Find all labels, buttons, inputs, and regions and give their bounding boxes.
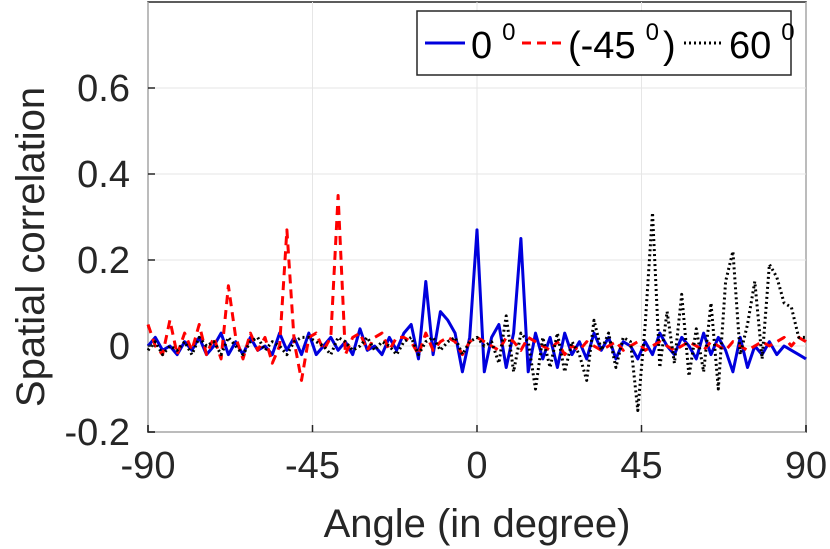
y-tick-label: 0.6 [77,68,130,110]
y-tick-label: -0.2 [65,412,130,454]
x-tick-label: -45 [285,445,340,487]
series-line [146,211,806,412]
x-axis-label: Angle (in degree) [324,502,631,546]
x-tick-label: 45 [620,445,662,487]
legend-box [416,10,792,76]
legend-label: 60 0 [729,19,795,67]
x-tick-label: 90 [785,445,827,487]
x-tick-label: 0 [466,445,487,487]
y-tick-label: 0.4 [77,154,130,196]
series-line [146,194,807,382]
y-tick-label: 0 [109,326,130,368]
y-tick-label: 0.2 [77,240,130,282]
y-axis-label: Spatial correlation [9,87,53,407]
legend-label: (-45 0) [568,19,676,67]
legend: 0 0 (-45 0) 60 0 [416,10,795,76]
axis-ticks: -90 -45 0 45 90 -0.2 0 0.2 0.4 0.6 [65,68,828,487]
x-tick-label: -90 [121,445,176,487]
series-lines [146,194,807,412]
